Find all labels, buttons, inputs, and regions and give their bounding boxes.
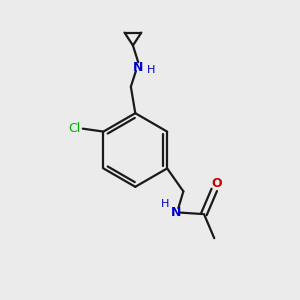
Text: Cl: Cl bbox=[68, 122, 80, 135]
Text: H: H bbox=[146, 65, 155, 75]
Text: N: N bbox=[171, 206, 181, 219]
Text: H: H bbox=[160, 199, 169, 209]
Text: N: N bbox=[133, 61, 143, 74]
Text: O: O bbox=[211, 177, 222, 190]
